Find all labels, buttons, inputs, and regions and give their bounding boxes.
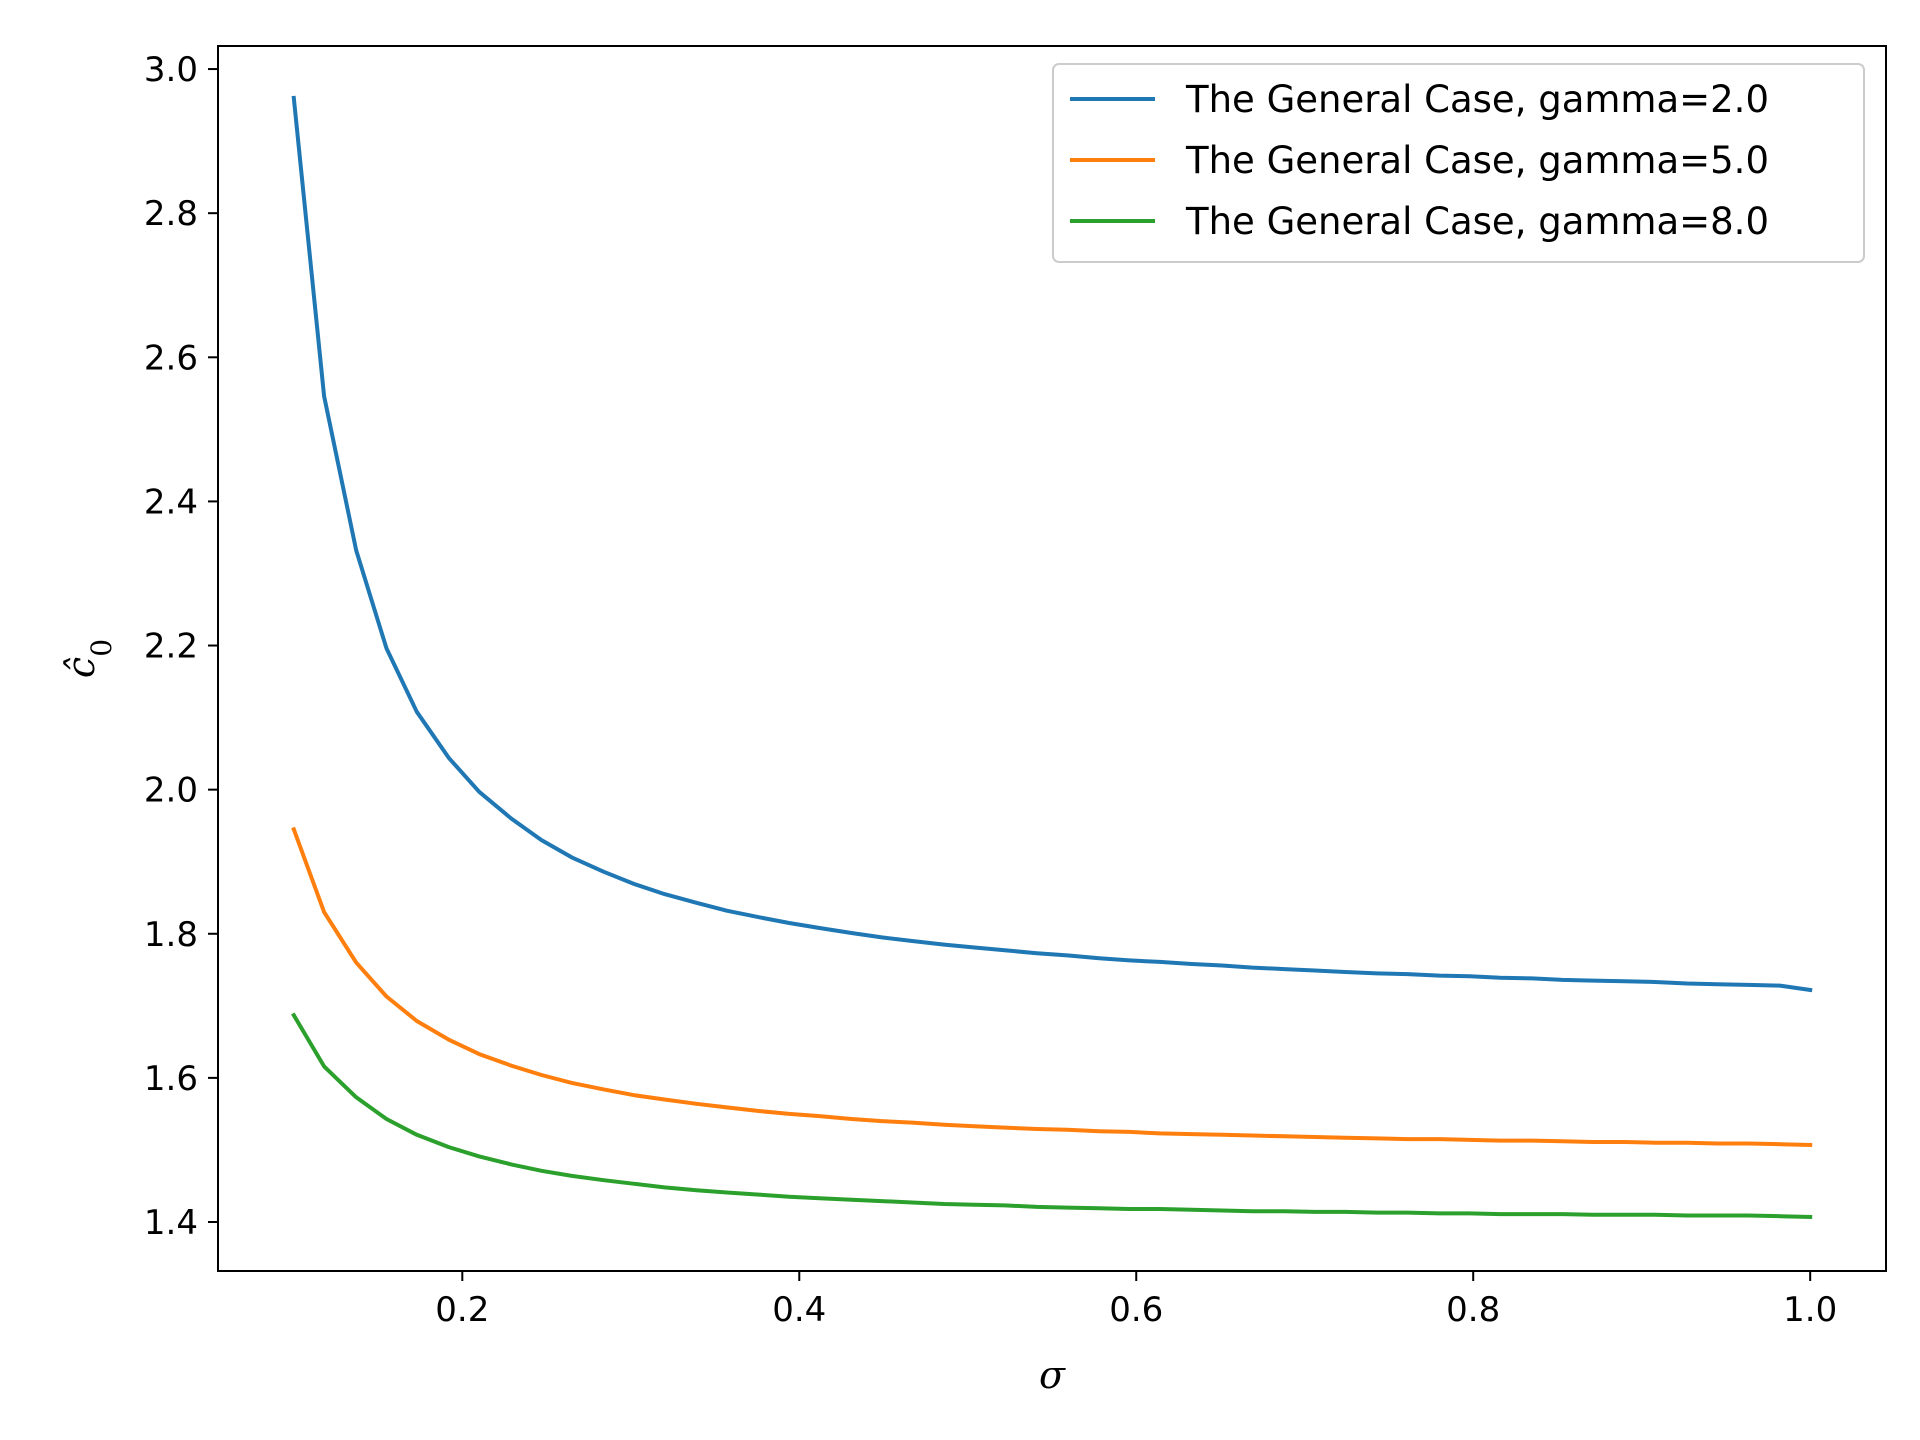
plot-frame xyxy=(217,45,1887,1272)
series-line-3 xyxy=(291,1012,1813,1220)
legend-label-1: The General Case, gamma=2.0 xyxy=(1185,78,1769,121)
y-axis-label-subscript: 0 xyxy=(85,639,118,657)
y-tick-label: 2.4 xyxy=(144,482,198,522)
series-line-1 xyxy=(291,95,1813,993)
y-tick-label: 1.8 xyxy=(144,915,198,955)
axes: 0.2 0.4 0.6 0.8 1.0 1.4 1.6 1.8 2.0 2.2 2.4 2.6 2.8 3… xyxy=(144,45,1887,1330)
y-axis-label-main: ĉ xyxy=(59,657,103,678)
x-tick-label: 0.2 xyxy=(435,1290,489,1330)
plot-area xyxy=(291,95,1813,1220)
legend-label-3: The General Case, gamma=8.0 xyxy=(1185,200,1769,243)
y-tick-label: 2.2 xyxy=(144,627,198,667)
y-tick-label: 2.8 xyxy=(144,194,198,234)
series-line-2 xyxy=(291,826,1813,1147)
legend: The General Case, gamma=2.0 The General C… xyxy=(1052,63,1865,263)
x-tick-label: 0.8 xyxy=(1446,1290,1500,1330)
y-tick-label: 3.0 xyxy=(144,50,198,90)
x-tick-label: 1.0 xyxy=(1783,1290,1837,1330)
legend-box xyxy=(1052,63,1865,263)
y-tick-label: 1.4 xyxy=(144,1203,198,1243)
x-tick-label: 0.4 xyxy=(772,1290,826,1330)
x-tick-label: 0.6 xyxy=(1109,1290,1163,1330)
y-tick-label: 1.6 xyxy=(144,1059,198,1099)
y-tick-label: 2.0 xyxy=(144,771,198,811)
x-axis-label: σ xyxy=(1039,1353,1066,1397)
y-axis-label: ĉ0 xyxy=(59,639,118,678)
legend-label-2: The General Case, gamma=5.0 xyxy=(1185,139,1769,182)
y-tick-label: 2.6 xyxy=(144,338,198,378)
